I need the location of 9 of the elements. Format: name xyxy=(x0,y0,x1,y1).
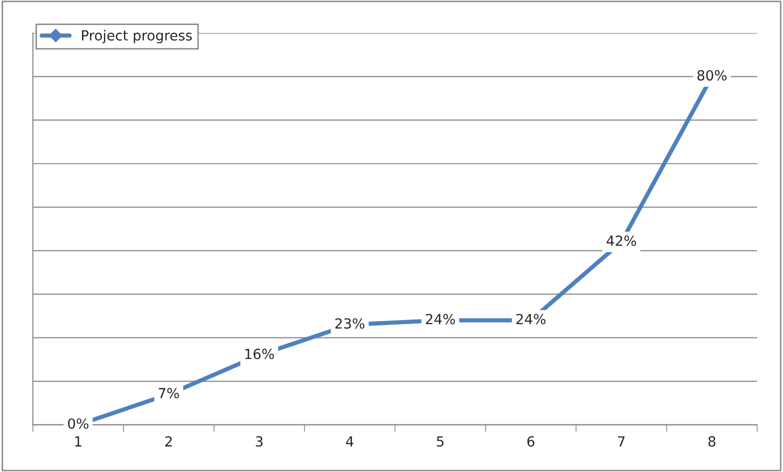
legend-label: Project progress xyxy=(82,30,192,44)
x-tick-label: 5 xyxy=(436,436,444,447)
x-tick-label: 3 xyxy=(256,436,263,447)
x-tick-label: 4 xyxy=(346,436,354,446)
x-tick-label: 2 xyxy=(165,436,172,446)
x-tick-label: 7 xyxy=(618,436,625,446)
x-tick-label: 6 xyxy=(527,436,534,447)
x-tick-label: 8 xyxy=(708,436,716,447)
x-tick-label: 1 xyxy=(75,436,82,446)
